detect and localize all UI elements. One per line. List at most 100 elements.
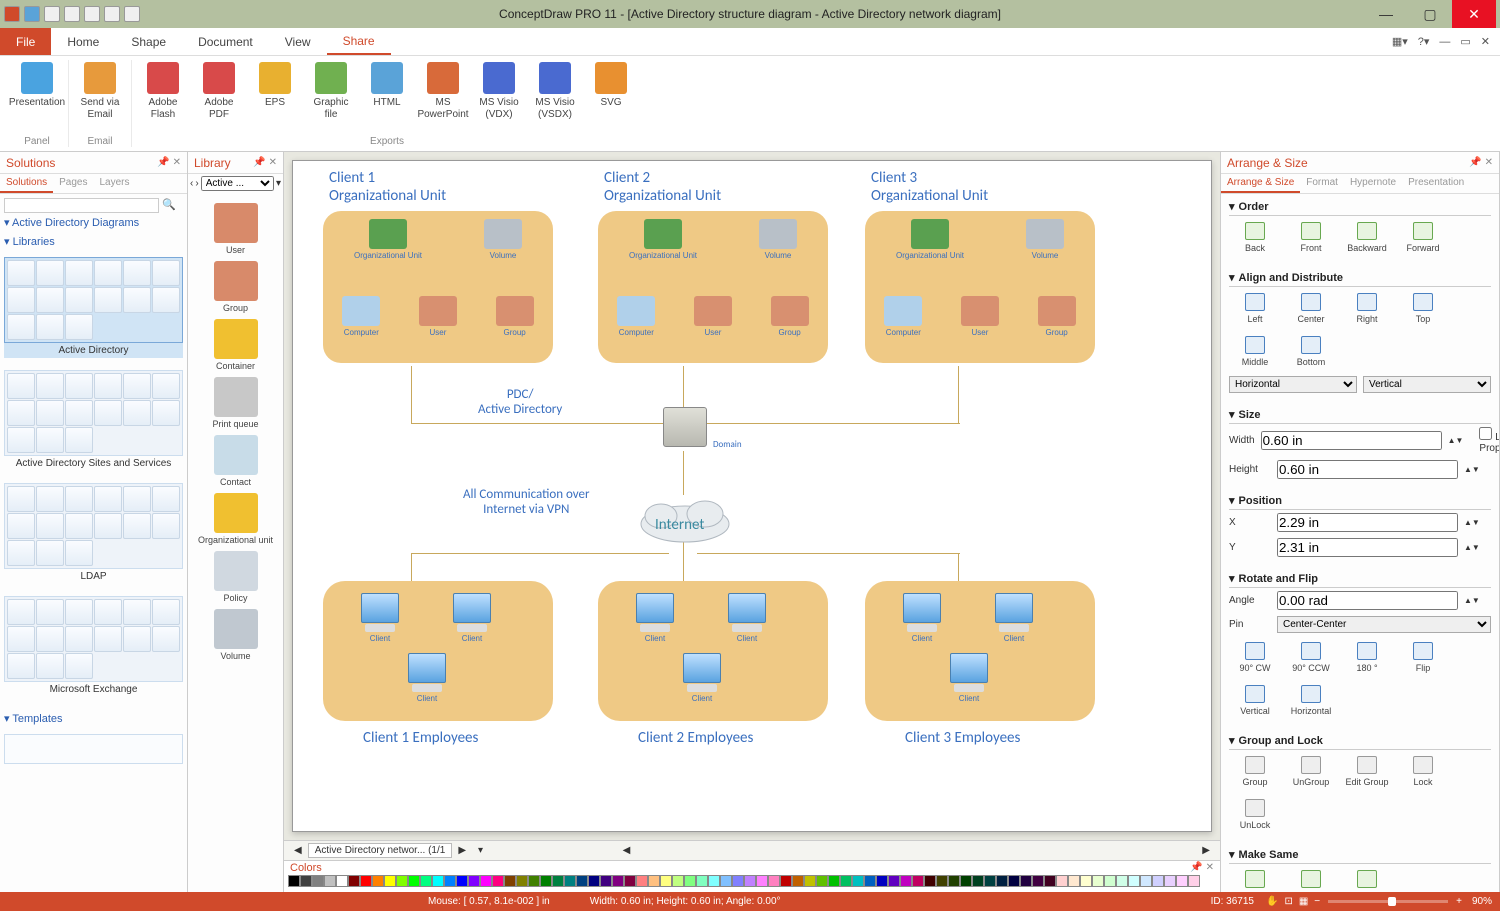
ribbon-button[interactable]: MSPowerPoint <box>418 60 468 134</box>
client-pc[interactable]: Client <box>683 653 721 703</box>
section-size[interactable]: Size <box>1229 406 1491 424</box>
arrange-button[interactable]: Height <box>1345 870 1389 892</box>
arrange-button[interactable]: Top <box>1401 293 1445 324</box>
ou-shape[interactable]: Volume <box>1026 219 1064 260</box>
color-swatch[interactable] <box>780 875 792 887</box>
arrange-button[interactable]: Width <box>1289 870 1333 892</box>
color-swatch[interactable] <box>576 875 588 887</box>
lock-proportions-checkbox[interactable] <box>1479 427 1492 440</box>
stencil-icon[interactable] <box>7 427 35 453</box>
search-icon[interactable]: 🔍 <box>162 199 176 211</box>
ou-shape[interactable]: User <box>961 296 999 337</box>
stencil-icon[interactable] <box>65 427 93 453</box>
ou-shape[interactable]: Organizational Unit <box>354 219 422 260</box>
library-item[interactable]: Volume <box>190 609 281 661</box>
color-swatch[interactable] <box>528 875 540 887</box>
arrange-button[interactable]: 90° CCW <box>1289 642 1333 673</box>
color-swatch[interactable] <box>312 875 324 887</box>
color-swatch[interactable] <box>720 875 732 887</box>
add-page-icon[interactable]: ▾ <box>472 845 489 856</box>
stencil-icon[interactable] <box>7 540 35 566</box>
stencil-icon[interactable] <box>123 626 151 652</box>
close-button[interactable]: ✕ <box>1452 0 1496 28</box>
section-align[interactable]: Align and Distribute <box>1229 269 1491 287</box>
stencil-icon[interactable] <box>65 400 93 426</box>
color-swatch[interactable] <box>408 875 420 887</box>
color-swatch[interactable] <box>1092 875 1104 887</box>
stencil-icon[interactable] <box>36 626 64 652</box>
arrange-button[interactable]: Back <box>1233 222 1277 253</box>
ribbon-button[interactable]: HTML <box>362 60 412 134</box>
ribbon-button[interactable]: Graphicfile <box>306 60 356 134</box>
color-swatch[interactable] <box>468 875 480 887</box>
stencil-icon[interactable] <box>7 653 35 679</box>
doc-tab[interactable]: Active Directory networ... (1/1 <box>308 843 453 858</box>
arrange-button[interactable]: Flip <box>1401 642 1445 673</box>
stencil-icon[interactable] <box>152 287 180 313</box>
tab-shape[interactable]: Shape <box>115 28 182 55</box>
stencil-icon[interactable] <box>94 400 122 426</box>
color-swatch[interactable] <box>360 875 372 887</box>
ou-shape[interactable]: Computer <box>617 296 655 337</box>
color-swatch[interactable] <box>804 875 816 887</box>
stencil-icon[interactable] <box>7 400 35 426</box>
maximize-button[interactable]: ▢ <box>1408 0 1452 28</box>
stencil-icon[interactable] <box>123 599 151 625</box>
stencil-icon[interactable] <box>65 513 93 539</box>
stencil-icon[interactable] <box>94 513 122 539</box>
ou-shape[interactable]: Volume <box>759 219 797 260</box>
color-swatch[interactable] <box>996 875 1008 887</box>
stencil-icon[interactable] <box>123 513 151 539</box>
color-swatch[interactable] <box>612 875 624 887</box>
tab-document[interactable]: Document <box>182 28 269 55</box>
pin-icon[interactable]: 📌 ✕ <box>157 157 181 168</box>
color-swatch[interactable] <box>1044 875 1056 887</box>
tab-home[interactable]: Home <box>51 28 115 55</box>
next-page-icon[interactable]: ▶ <box>452 845 472 856</box>
arrange-button[interactable]: Middle <box>1233 336 1277 367</box>
stencil-icon[interactable] <box>36 513 64 539</box>
stencil-icon[interactable] <box>36 486 64 512</box>
stencil-icon[interactable] <box>36 400 64 426</box>
stencil-icon[interactable] <box>36 653 64 679</box>
color-swatch[interactable] <box>756 875 768 887</box>
subtab-layers[interactable]: Layers <box>94 174 136 193</box>
color-swatch[interactable] <box>1164 875 1176 887</box>
angle-input[interactable] <box>1277 591 1458 610</box>
color-swatch[interactable] <box>1008 875 1020 887</box>
stencil-icon[interactable] <box>123 287 151 313</box>
color-swatch[interactable] <box>300 875 312 887</box>
arrange-button[interactable]: Size <box>1233 870 1277 892</box>
zoom-fit-icon[interactable]: ⊡ <box>1284 896 1292 907</box>
qat-icon[interactable] <box>84 6 100 22</box>
x-input[interactable] <box>1277 513 1458 532</box>
color-swatch[interactable] <box>1020 875 1032 887</box>
client-pc[interactable]: Client <box>995 593 1033 643</box>
color-swatch[interactable] <box>672 875 684 887</box>
stencil-icon[interactable] <box>65 653 93 679</box>
ou-shape[interactable]: Organizational Unit <box>896 219 964 260</box>
arrange-button[interactable]: Bottom <box>1289 336 1333 367</box>
section-grouplock[interactable]: Group and Lock <box>1229 732 1491 750</box>
stencil-icon[interactable] <box>7 314 35 340</box>
color-swatch[interactable] <box>864 875 876 887</box>
subtab-solutions[interactable]: Solutions <box>0 174 53 193</box>
library-item[interactable]: Policy <box>190 551 281 603</box>
stencil-icon[interactable] <box>7 260 35 286</box>
stencil-icon[interactable] <box>152 599 180 625</box>
color-swatch[interactable] <box>336 875 348 887</box>
ou-container[interactable]: Organizational UnitVolumeComputerUserGro… <box>598 211 828 363</box>
minimize-button[interactable]: — <box>1364 0 1408 28</box>
color-swatch[interactable] <box>900 875 912 887</box>
library-item[interactable]: Group <box>190 261 281 313</box>
color-swatch[interactable] <box>480 875 492 887</box>
solution-item[interactable]: LDAP <box>4 483 183 584</box>
y-input[interactable] <box>1277 538 1458 557</box>
stencil-icon[interactable] <box>152 486 180 512</box>
qat-icon[interactable] <box>44 6 60 22</box>
arrange-button[interactable]: UnLock <box>1233 799 1277 830</box>
client-pc[interactable]: Client <box>361 593 399 643</box>
ou-shape[interactable]: Computer <box>884 296 922 337</box>
stencil-icon[interactable] <box>152 400 180 426</box>
color-swatch[interactable] <box>648 875 660 887</box>
